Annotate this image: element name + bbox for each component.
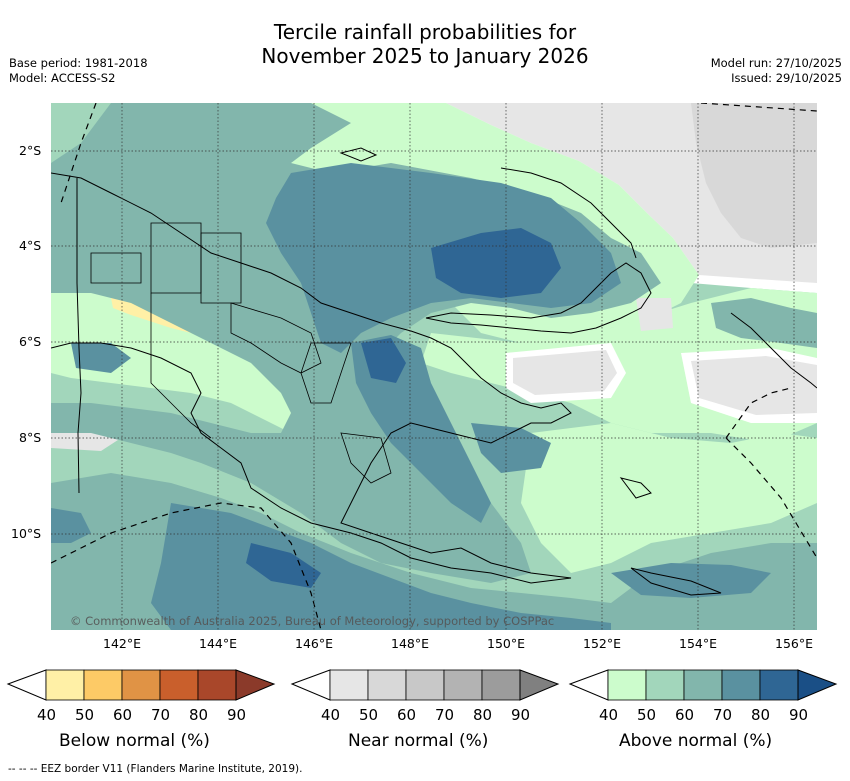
colorbar-below-normal xyxy=(6,669,276,701)
colorbar-segment xyxy=(645,669,685,701)
above-normal-70-80-coast xyxy=(471,423,551,473)
colorbar-tick: 50 xyxy=(359,706,379,724)
colorbar-tick: 70 xyxy=(435,706,455,724)
above-normal-70-80-bay xyxy=(351,335,491,523)
above-normal-40-50-southeast xyxy=(521,423,817,573)
model-run: Model run: 27/10/2025 xyxy=(710,56,842,70)
issued-date: Issued: 29/10/2025 xyxy=(731,71,842,85)
meta-left: Base period: 1981-2018 Model: ACCESS-S2 xyxy=(9,56,148,86)
meta-right: Model run: 27/10/2025 Issued: 29/10/2025 xyxy=(711,56,842,86)
rainfall-probability-map xyxy=(51,103,817,630)
colorbar-segment xyxy=(159,669,199,701)
colorbar-tick: 60 xyxy=(397,706,417,724)
near-normal-pocket-small-east xyxy=(636,298,673,331)
colorbar-tick: 60 xyxy=(675,706,695,724)
colorbar-segment xyxy=(443,669,483,701)
colorbar-tick: 80 xyxy=(751,706,771,724)
above-normal-80-90-coast xyxy=(361,338,406,383)
near-normal-50-60-northeast xyxy=(691,103,817,248)
lat-label: 8°S xyxy=(19,430,42,445)
colorbar-title-near: Near normal (%) xyxy=(348,731,489,751)
lon-label: 142°E xyxy=(103,636,142,651)
near-normal-40-50-pocket-far-east xyxy=(691,356,817,415)
copyright-notice: © Commonwealth of Australia 2025, Bureau… xyxy=(70,614,555,628)
colorbar-segment xyxy=(481,669,521,701)
colorbar-tick: 50 xyxy=(637,706,657,724)
colorbar-segment xyxy=(83,669,123,701)
title-line-2: November 2025 to January 2026 xyxy=(261,44,589,68)
colorbar-near-normal xyxy=(290,669,560,701)
colorbar-segment xyxy=(683,669,723,701)
lat-label: 10°S xyxy=(11,526,42,541)
model-name: Model: ACCESS-S2 xyxy=(9,71,116,85)
colorbar-title-above: Above normal (%) xyxy=(619,731,773,751)
colorbar-low-extend xyxy=(6,669,47,701)
map-title: Tercile rainfall probabilities for Novem… xyxy=(0,20,850,68)
colorbar-segment xyxy=(367,669,407,701)
colorbar-tick: 90 xyxy=(511,706,531,724)
province-borders xyxy=(90,222,392,484)
colorbar-tick: 70 xyxy=(713,706,733,724)
colorbar-segment xyxy=(197,669,237,701)
lon-label: 154°E xyxy=(679,636,718,651)
colorbar-segment xyxy=(759,669,799,701)
base-period: Base period: 1981-2018 xyxy=(9,56,148,70)
above-normal-70-80-southwest xyxy=(51,508,91,543)
lon-label: 152°E xyxy=(583,636,622,651)
above-normal-80-90-bismarck xyxy=(431,228,561,298)
colorbar-tick: 80 xyxy=(189,706,209,724)
colorbar-title-below: Below normal (%) xyxy=(59,731,210,751)
lat-label: 2°S xyxy=(19,143,42,158)
lon-label: 148°E xyxy=(391,636,430,651)
colorbar-tick: 90 xyxy=(789,706,809,724)
colorbar-segment xyxy=(607,669,647,701)
colorbar-high-extend xyxy=(235,669,276,701)
colorbar-tick: 90 xyxy=(227,706,247,724)
colorbar-above-normal xyxy=(568,669,838,701)
above-normal-70-80-south xyxy=(151,503,611,630)
lat-label: 4°S xyxy=(19,238,42,253)
lat-label: 6°S xyxy=(19,334,42,349)
colorbar-segment xyxy=(45,669,85,701)
eez-footer-note: -- -- -- EEZ border V11 (Flanders Marine… xyxy=(8,763,303,775)
above-normal-80-90-south xyxy=(246,543,321,588)
colorbar-low-extend xyxy=(568,669,609,701)
lon-label: 150°E xyxy=(487,636,526,651)
colorbar-tick: 60 xyxy=(113,706,133,724)
colorbar-segment xyxy=(121,669,161,701)
colorbar-tick: 40 xyxy=(37,706,57,724)
colorbar-high-extend xyxy=(797,669,838,701)
colorbar-segment xyxy=(329,669,369,701)
lon-label: 156°E xyxy=(775,636,814,651)
colorbar-tick: 70 xyxy=(151,706,171,724)
above-normal-70-80-west xyxy=(71,343,131,373)
colorbar-tick: 40 xyxy=(599,706,619,724)
eez-borders xyxy=(51,103,817,630)
coastlines xyxy=(51,147,817,596)
colorbar-low-extend xyxy=(290,669,331,701)
png-indonesia-border xyxy=(76,178,82,494)
near-normal-40-50-pocket-east xyxy=(513,350,617,395)
colorbar-tick: 40 xyxy=(321,706,341,724)
colorbar-segment xyxy=(405,669,445,701)
colorbar-high-extend xyxy=(519,669,560,701)
title-line-1: Tercile rainfall probabilities for xyxy=(273,20,577,44)
colorbar-segment xyxy=(721,669,761,701)
colorbars xyxy=(6,669,838,701)
above-normal-60-70-east xyxy=(711,298,817,348)
graticule xyxy=(51,103,817,630)
lon-label: 146°E xyxy=(295,636,334,651)
lon-label: 144°E xyxy=(199,636,238,651)
colorbar-tick: 50 xyxy=(75,706,95,724)
colorbar-tick: 80 xyxy=(473,706,493,724)
